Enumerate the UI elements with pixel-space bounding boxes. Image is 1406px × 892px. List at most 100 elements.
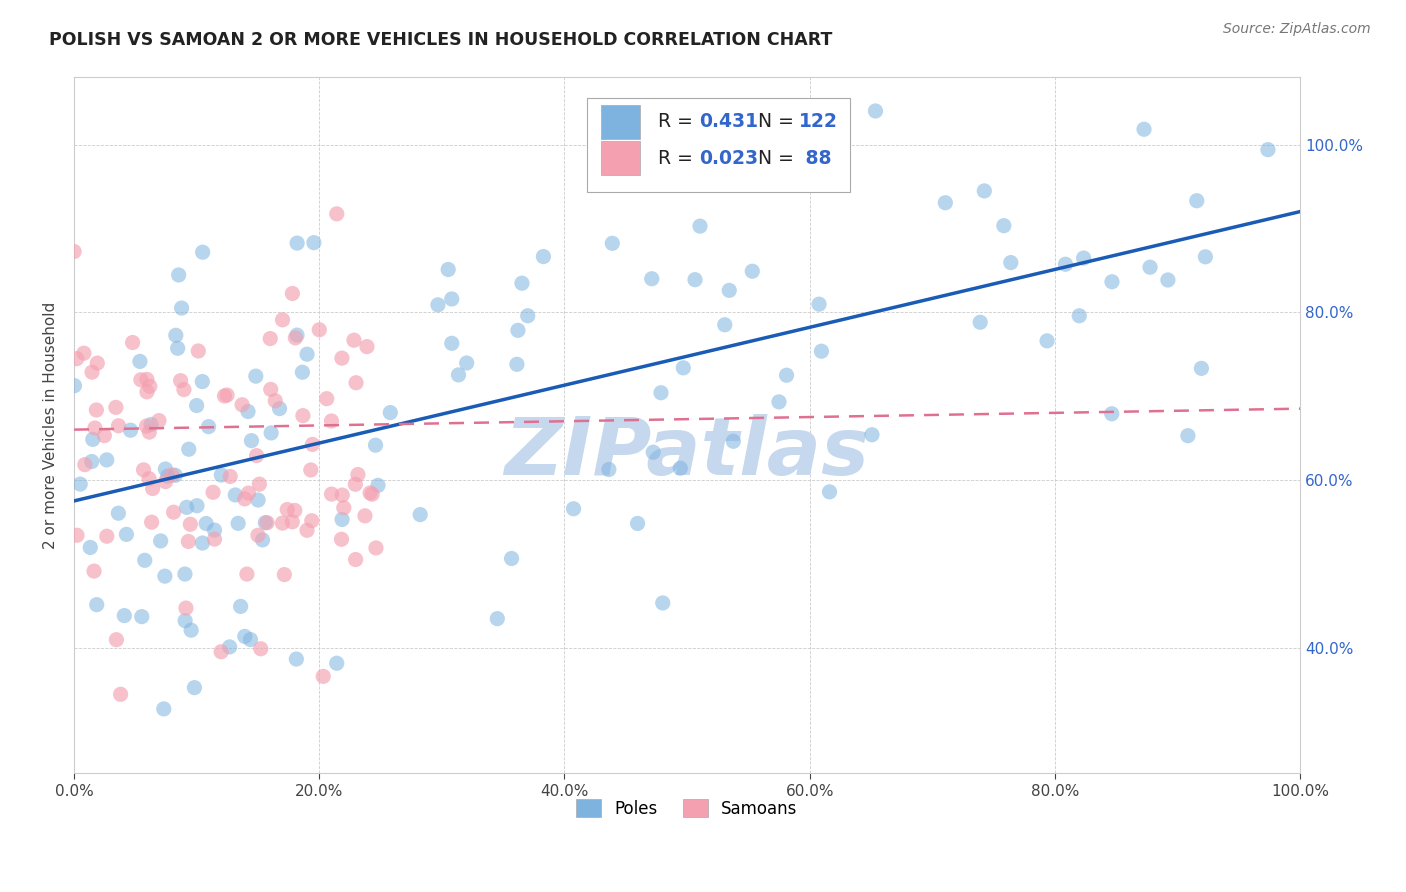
Point [326, 207, 349, 221]
Point [233, 491, 256, 506]
Point [321, 414, 343, 428]
Point [174, 614, 197, 628]
Point [209, 645, 232, 659]
Point [344, 552, 367, 566]
Point [651, 596, 673, 610]
Text: ZIPatlas: ZIPatlas [505, 414, 869, 492]
Point [186, 399, 208, 413]
Point [142, 482, 165, 496]
Point [187, 343, 209, 358]
Point [177, 534, 200, 549]
Text: R =: R = [658, 112, 699, 131]
FancyBboxPatch shape [586, 98, 851, 193]
Point [456, 356, 478, 370]
Point [139, 379, 162, 393]
Point [134, 553, 156, 567]
Point [516, 309, 538, 323]
Point [1054, 257, 1077, 271]
Point [343, 333, 366, 347]
Point [718, 284, 741, 298]
Point [73, 346, 96, 360]
Point [1257, 143, 1279, 157]
Point [165, 328, 187, 343]
Point [276, 502, 298, 516]
Point [295, 347, 318, 361]
Point [73, 458, 96, 472]
Point [247, 477, 270, 491]
Point [84, 421, 107, 435]
Point [768, 395, 790, 409]
Point [347, 467, 370, 482]
Point [239, 632, 262, 647]
Point [156, 469, 179, 483]
Point [973, 184, 995, 198]
Point [79, 541, 101, 555]
Point [1194, 250, 1216, 264]
Point [1101, 407, 1123, 421]
Point [153, 569, 176, 583]
Point [180, 623, 202, 637]
Point [204, 532, 226, 546]
Text: 88: 88 [799, 149, 831, 169]
Point [723, 434, 745, 449]
Point [643, 445, 665, 459]
Point [214, 389, 236, 403]
Point [361, 487, 384, 501]
Point [1189, 361, 1212, 376]
Point [354, 508, 377, 523]
Point [741, 264, 763, 278]
Point [66, 351, 89, 366]
Point [364, 541, 387, 555]
Point [672, 360, 695, 375]
Point [238, 486, 260, 500]
Bar [602, 142, 641, 175]
Point [129, 354, 152, 368]
Point [138, 425, 160, 439]
Point [93, 428, 115, 442]
Point [249, 641, 271, 656]
Point [149, 533, 172, 548]
Point [115, 527, 138, 541]
Point [330, 351, 353, 366]
Point [166, 341, 188, 355]
Point [689, 219, 711, 234]
Point [364, 438, 387, 452]
Point [273, 567, 295, 582]
Point [169, 374, 191, 388]
Point [260, 383, 283, 397]
Point [264, 393, 287, 408]
Text: 122: 122 [799, 112, 838, 131]
Point [808, 297, 831, 311]
Point [245, 369, 267, 384]
Point [252, 533, 274, 547]
Point [285, 328, 308, 343]
Point [301, 514, 323, 528]
Point [308, 323, 330, 337]
Point [437, 262, 460, 277]
Legend: Poles, Samoans: Poles, Samoans [569, 793, 804, 824]
Point [231, 398, 253, 412]
Point [236, 567, 259, 582]
Point [426, 298, 449, 312]
Point [162, 505, 184, 519]
Point [356, 340, 378, 354]
Point [86, 356, 108, 370]
Point [132, 463, 155, 477]
Point [330, 512, 353, 526]
Point [136, 384, 159, 399]
Point [271, 313, 294, 327]
Point [80, 365, 103, 379]
Point [1133, 122, 1156, 136]
Point [229, 599, 252, 614]
Point [191, 245, 214, 260]
Point [1139, 260, 1161, 275]
Point [183, 681, 205, 695]
Text: N =: N = [758, 112, 800, 131]
Point [600, 236, 623, 251]
Point [367, 478, 389, 492]
Point [105, 632, 128, 647]
Point [285, 236, 308, 251]
Point [245, 449, 267, 463]
Text: POLISH VS SAMOAN 2 OR MORE VEHICLES IN HOUSEHOLD CORRELATION CHART: POLISH VS SAMOAN 2 OR MORE VEHICLES IN H… [49, 31, 832, 49]
Point [562, 501, 585, 516]
